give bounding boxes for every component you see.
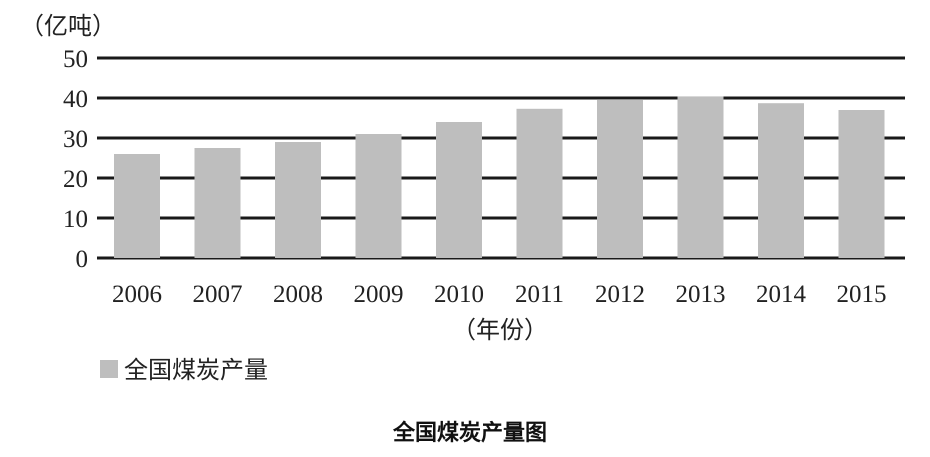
x-tick-2012: 2012	[595, 281, 645, 308]
chart-title: 全国煤炭产量图	[392, 420, 547, 446]
x-tick-2010: 2010	[434, 281, 484, 308]
bar-2015	[838, 110, 885, 258]
x-tick-2014: 2014	[756, 281, 807, 308]
y-tick-10: 10	[63, 206, 88, 233]
bar-2006	[114, 154, 160, 258]
legend: 全国煤炭产量	[100, 356, 268, 384]
bar-2012	[597, 100, 643, 258]
bar-2008	[275, 142, 321, 258]
bar-2011	[516, 108, 563, 258]
bar-2009	[355, 134, 402, 258]
bar-2010	[436, 122, 482, 258]
x-axis-label: （年份）	[452, 316, 548, 344]
x-tick-2009: 2009	[354, 281, 404, 308]
x-tick-2015: 2015	[837, 281, 887, 308]
bar-2013	[677, 96, 724, 259]
x-tick-labels: 2006 2007 2008 2009 2010 2011 2012 2013 2014 2015	[112, 281, 887, 308]
y-axis-label: （亿吨）	[20, 12, 116, 40]
legend-swatch	[100, 360, 118, 378]
y-tick-30: 30	[63, 126, 88, 153]
x-tick-2011: 2011	[515, 281, 564, 308]
x-tick-2007: 2007	[193, 281, 243, 308]
y-tick-labels: 0 10 20 30 40 50	[63, 46, 88, 273]
bar-2007	[194, 148, 241, 258]
y-tick-20: 20	[63, 166, 88, 193]
legend-label: 全国煤炭产量	[124, 356, 268, 384]
y-tick-50: 50	[63, 46, 88, 73]
y-tick-40: 40	[63, 86, 88, 113]
x-tick-2008: 2008	[273, 281, 323, 308]
bar-2014	[758, 103, 804, 258]
y-tick-0: 0	[76, 246, 89, 273]
x-tick-2006: 2006	[112, 281, 162, 308]
x-tick-2013: 2013	[676, 281, 726, 308]
bars	[114, 96, 885, 259]
